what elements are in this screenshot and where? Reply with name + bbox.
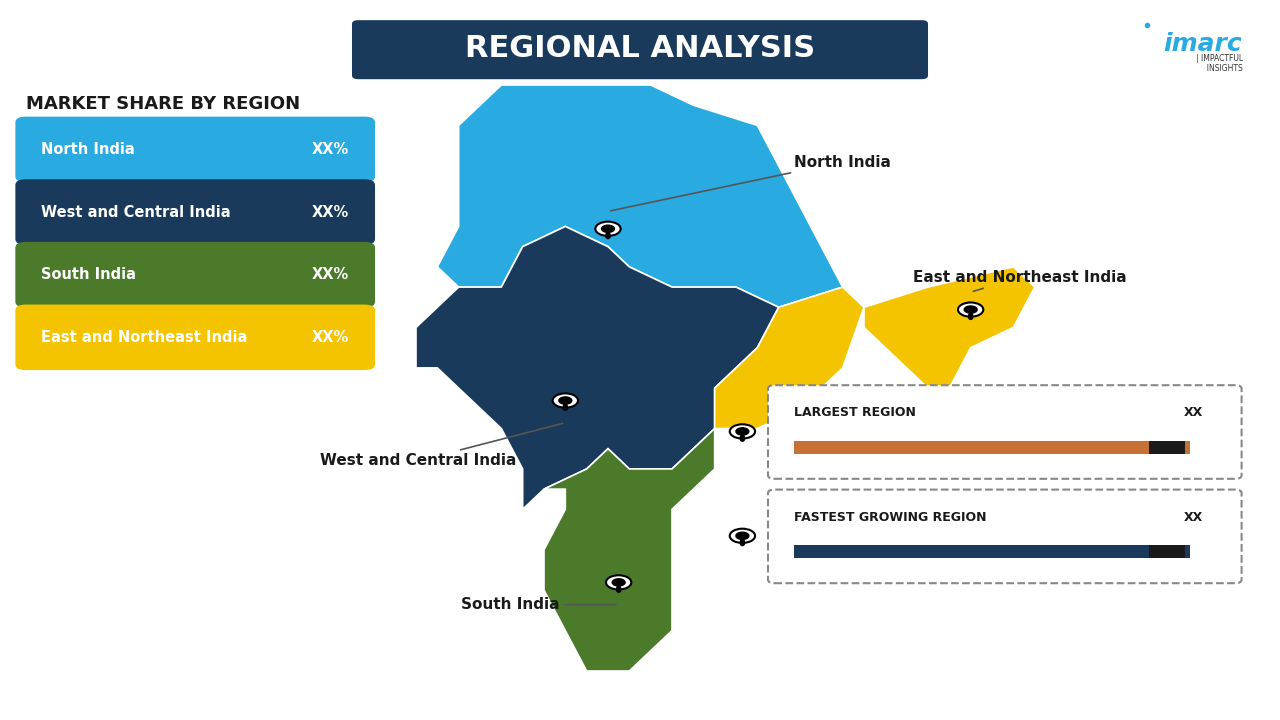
Text: East and Northeast India: East and Northeast India — [913, 270, 1126, 292]
Text: XX: XX — [1184, 511, 1203, 524]
Text: South India: South India — [41, 267, 136, 282]
FancyBboxPatch shape — [15, 179, 375, 245]
Circle shape — [602, 225, 614, 233]
Text: North India: North India — [611, 155, 891, 211]
FancyBboxPatch shape — [768, 385, 1242, 479]
FancyBboxPatch shape — [768, 490, 1242, 583]
Circle shape — [730, 528, 755, 543]
FancyBboxPatch shape — [794, 441, 1190, 454]
Text: | IMPACTFUL
  INSIGHTS: | IMPACTFUL INSIGHTS — [1196, 54, 1243, 73]
Circle shape — [730, 424, 755, 438]
Text: FASTEST GROWING REGION: FASTEST GROWING REGION — [794, 511, 986, 524]
Circle shape — [595, 222, 621, 236]
Circle shape — [605, 575, 631, 590]
Circle shape — [964, 306, 977, 313]
Text: XX%: XX% — [312, 204, 349, 220]
Text: XX%: XX% — [312, 267, 349, 282]
Polygon shape — [714, 287, 864, 428]
Text: East and Northeast India: East and Northeast India — [41, 330, 247, 345]
Polygon shape — [544, 428, 714, 671]
FancyBboxPatch shape — [794, 545, 1190, 558]
Circle shape — [957, 302, 983, 317]
Circle shape — [736, 428, 749, 435]
Text: imarc: imarc — [1162, 32, 1242, 56]
Polygon shape — [438, 85, 842, 307]
Text: LARGEST REGION: LARGEST REGION — [794, 407, 915, 420]
Text: MARKET SHARE BY REGION: MARKET SHARE BY REGION — [26, 96, 300, 114]
Circle shape — [553, 393, 579, 408]
Text: XX%: XX% — [312, 330, 349, 345]
Text: XX: XX — [1184, 407, 1203, 420]
FancyBboxPatch shape — [15, 242, 375, 307]
Circle shape — [559, 397, 572, 404]
FancyBboxPatch shape — [352, 20, 928, 79]
Circle shape — [612, 579, 625, 586]
Polygon shape — [864, 267, 1034, 388]
Text: West and Central India: West and Central India — [41, 204, 230, 220]
Text: North India: North India — [41, 142, 134, 157]
FancyBboxPatch shape — [1149, 545, 1185, 558]
Text: XX%: XX% — [312, 142, 349, 157]
Text: REGIONAL ANALYSIS: REGIONAL ANALYSIS — [465, 35, 815, 63]
Polygon shape — [416, 227, 778, 509]
FancyBboxPatch shape — [15, 117, 375, 182]
FancyBboxPatch shape — [15, 305, 375, 370]
Circle shape — [736, 532, 749, 539]
Text: South India: South India — [461, 598, 616, 612]
Text: West and Central India: West and Central India — [320, 423, 563, 468]
FancyBboxPatch shape — [1149, 441, 1185, 454]
